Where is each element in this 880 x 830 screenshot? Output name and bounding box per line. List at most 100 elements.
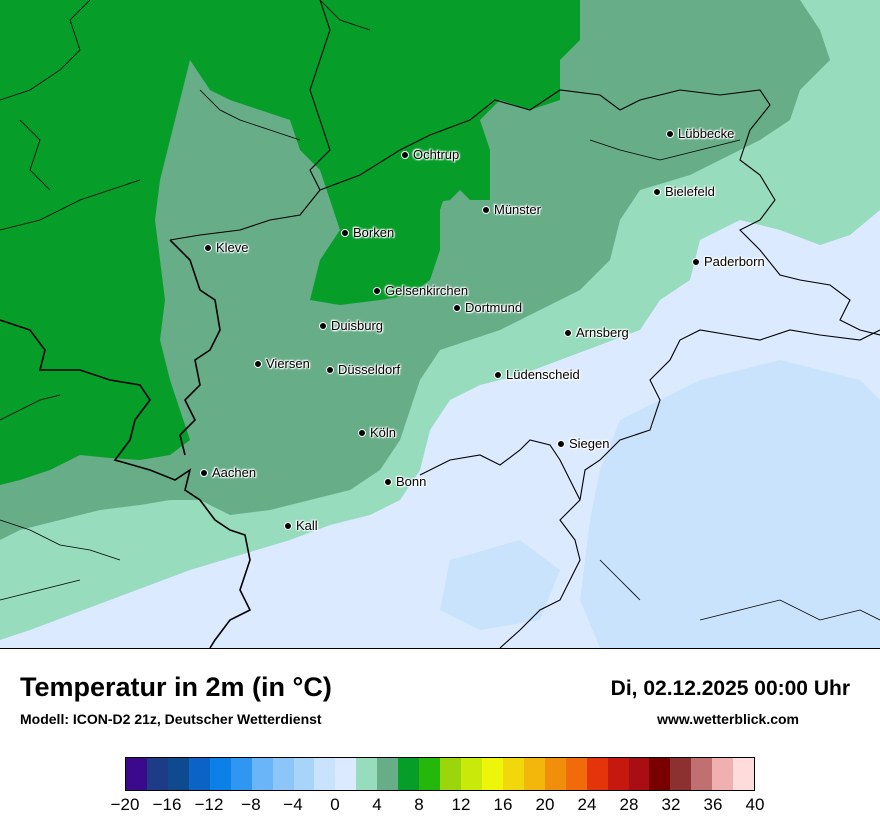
city-label: Arnsberg	[576, 325, 629, 340]
city-marker-icon	[341, 228, 349, 237]
legend-color-segment	[251, 758, 273, 790]
city-duisburg: Duisburg	[319, 318, 383, 333]
city-label: Ochtrup	[413, 147, 460, 162]
legend-color-segment	[607, 758, 629, 790]
city-label: Aachen	[212, 465, 257, 480]
legend-color-segment	[209, 758, 231, 790]
legend-color-segment	[230, 758, 252, 790]
legend-color-segment	[544, 758, 566, 790]
city-viersen: Viersen	[254, 356, 310, 371]
city-label: Borken	[353, 225, 395, 240]
legend-tick-label: −8	[241, 795, 261, 814]
legend-tick-label: 24	[577, 795, 597, 814]
city-marker-icon	[653, 187, 661, 196]
legend-color-segment	[712, 758, 734, 790]
city-marker-icon	[358, 428, 366, 437]
city-marker-icon	[384, 477, 392, 486]
legend-tick-label: 4	[372, 795, 382, 814]
city-luebbecke: Lübbecke	[666, 126, 734, 141]
city-dortmund: Dortmund	[453, 300, 522, 315]
state-border	[169, 0, 331, 241]
temperature-map: Lübbecke Ochtrup Bielefeld Münster Borke…	[0, 0, 880, 649]
city-label: Gelsenkirchen	[385, 283, 469, 298]
legend-color-segment	[481, 758, 503, 790]
map-title: Temperatur in 2m (in °C)	[20, 672, 332, 702]
legend-color-segment	[502, 758, 524, 790]
legend-color-segment	[461, 758, 482, 790]
model-info: Modell: ICON-D2 21z, Deutscher Wetterdie…	[20, 711, 322, 727]
city-siegen: Siegen	[557, 436, 609, 451]
zone-dark-green-west	[0, 0, 190, 485]
legend-tick-label: 16	[493, 795, 513, 814]
legend-tick-label: 32	[661, 795, 681, 814]
city-label: Kall	[296, 518, 318, 533]
legend-tick-label: −20	[110, 795, 140, 814]
forecast-datetime: Di, 02.12.2025 00:00 Uhr	[610, 677, 850, 700]
country-border-north	[169, 239, 221, 456]
legend-color-segment	[586, 758, 608, 790]
city-marker-icon	[204, 243, 212, 252]
legend-tick-label: 40	[745, 795, 765, 814]
city-koeln: Köln	[358, 425, 396, 440]
city-bonn: Bonn	[384, 474, 426, 489]
legend-color-segment	[314, 758, 336, 790]
city-label: Bonn	[396, 474, 427, 489]
map-graphic	[0, 0, 880, 648]
city-ochtrup: Ochtrup	[401, 147, 459, 162]
city-marker-icon	[692, 257, 700, 266]
city-label: Düsseldorf	[338, 362, 401, 377]
city-marker-icon	[482, 205, 490, 214]
state-border-east	[319, 89, 880, 336]
legend-color-segment	[146, 758, 168, 790]
legend-color-segment	[649, 758, 671, 790]
city-label: Duisburg	[331, 318, 384, 333]
city-marker-icon	[254, 359, 262, 368]
website-label: www.wetterblick.com	[657, 711, 799, 727]
city-luedenscheid: Lüdenscheid	[494, 367, 580, 382]
city-marker-icon	[401, 150, 409, 159]
color-legend-ticks: −20 −16 −12 −8 −4 0 4 8 12 16 20 24 28 32 36 40	[111, 795, 765, 819]
city-label: Bielefeld	[665, 184, 715, 199]
legend-color-segment	[126, 758, 147, 790]
city-marker-icon	[666, 129, 674, 138]
city-marker-icon	[284, 521, 292, 530]
city-marker-icon	[453, 303, 461, 312]
legend-tick-label: 20	[535, 795, 555, 814]
legend-color-segment	[565, 758, 587, 790]
city-label: Münster	[494, 202, 541, 217]
legend-color-segment	[356, 758, 378, 790]
city-label: Paderborn	[704, 254, 765, 269]
city-label: Köln	[370, 425, 397, 440]
city-kleve: Kleve	[204, 240, 249, 255]
legend-color-segment	[628, 758, 650, 790]
region-lines-south	[0, 519, 880, 621]
zone-blue-patch	[580, 360, 880, 648]
region-lines-north	[199, 0, 741, 161]
legend-color-segment	[272, 758, 294, 790]
city-arnsberg: Arnsberg	[564, 325, 629, 340]
city-kall: Kall	[284, 518, 318, 533]
legend-color-segment	[419, 758, 441, 790]
city-label: Lübbecke	[678, 126, 735, 141]
legend-color-segment	[293, 758, 315, 790]
legend-color-segment	[440, 758, 461, 790]
city-label: Kleve	[216, 240, 249, 255]
city-label: Dortmund	[465, 300, 523, 315]
city-marker-icon	[557, 439, 565, 448]
legend-tick-label: 12	[451, 795, 471, 814]
state-border-siegen	[419, 439, 581, 501]
legend-tick-label: 0	[330, 795, 340, 814]
city-marker-icon	[564, 328, 572, 337]
city-marker-icon	[326, 365, 334, 374]
legend-tick-label: 28	[619, 795, 639, 814]
region-lines-west	[0, 0, 141, 421]
city-borken: Borken	[341, 225, 394, 240]
city-label: Viersen	[266, 356, 310, 371]
legend-tick-label: 8	[414, 795, 424, 814]
city-marker-icon	[319, 321, 327, 330]
state-border-south	[499, 329, 880, 648]
zone-blue-patch-2	[440, 540, 560, 630]
legend-color-segment	[733, 758, 755, 790]
legend-color-segment	[335, 758, 357, 790]
legend-tick-label: −4	[283, 795, 303, 814]
